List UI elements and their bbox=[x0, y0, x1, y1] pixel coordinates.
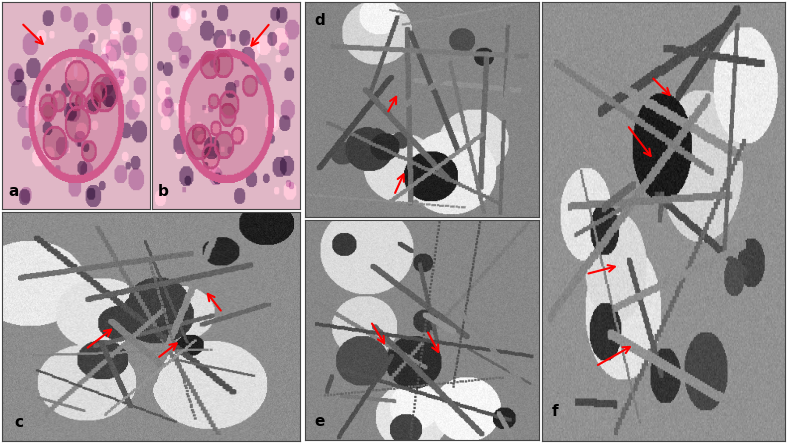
Text: b: b bbox=[158, 184, 168, 198]
Text: f: f bbox=[552, 404, 558, 419]
Text: a: a bbox=[8, 184, 18, 198]
Text: d: d bbox=[314, 13, 325, 28]
Text: c: c bbox=[14, 415, 23, 430]
Text: e: e bbox=[314, 414, 325, 429]
